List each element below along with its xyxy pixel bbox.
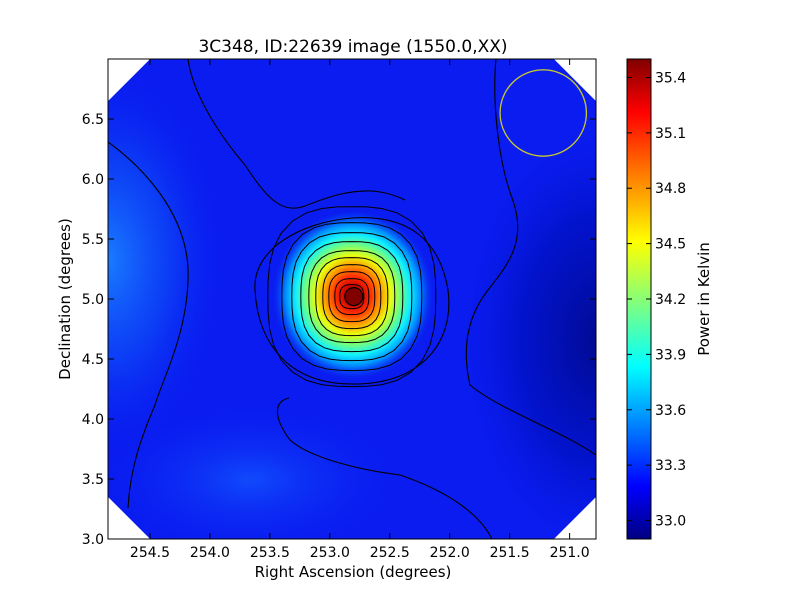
x-tick-label: 251.0 [550, 545, 590, 561]
source-contour [281, 222, 423, 372]
contour-right [465, 59, 596, 456]
source-contour [322, 264, 382, 330]
source-peak-marker [344, 287, 364, 307]
corner-mask [108, 59, 150, 101]
y-tick-label: 6.5 [82, 112, 104, 128]
colorbar-tick-label: 33.3 [655, 458, 686, 474]
beam-circle [499, 69, 588, 157]
colorbar-tick-label: 34.2 [655, 292, 686, 308]
source-contour [328, 271, 376, 323]
x-axis: 254.5 254.0 253.5 253.0 252.5 252.0 251.5 251.0 [130, 59, 590, 561]
y-tick-label: 5.5 [82, 232, 104, 248]
source-contour [300, 241, 404, 353]
y-axis-label: Declination (degrees) [56, 218, 74, 380]
x-axis-label: Right Ascension (degrees) [255, 563, 452, 581]
corner-mask [554, 497, 596, 539]
image-field [108, 59, 596, 539]
x-tick-label: 251.5 [490, 545, 530, 561]
x-tick-label: 252.0 [430, 545, 470, 561]
x-tick-label: 254.5 [130, 545, 170, 561]
contour-upper [187, 59, 406, 209]
colorbar-ticks: 33.0 33.3 33.6 33.9 34.2 34.5 34.8 35.1 35.4 [627, 70, 686, 530]
x-tick-label: 253.5 [250, 545, 290, 561]
colorbar-tick-label: 33.0 [655, 514, 686, 530]
contour-source-outer [254, 217, 450, 385]
inner-contours [267, 206, 437, 388]
corner-mask [108, 497, 150, 539]
y-axis: 3.0 3.5 4.0 4.5 5.0 5.5 6.0 6.5 [82, 112, 596, 548]
y-tick-label: 5.0 [82, 292, 104, 308]
source-contour [291, 232, 413, 362]
y-tick-label: 4.5 [82, 352, 104, 368]
colorbar-label: Power in Kelvin [695, 242, 713, 356]
colorbar-tick-label: 35.4 [655, 70, 686, 86]
colorbar-tick-label: 33.9 [655, 347, 686, 363]
colorbar: 33.0 33.3 33.6 33.9 34.2 34.5 34.8 35.1 35.4 Pow… [626, 58, 713, 540]
y-tick-label: 4.0 [82, 412, 104, 428]
x-tick-label: 254.0 [190, 545, 230, 561]
contour-lower [276, 397, 493, 539]
source-contour [308, 250, 396, 344]
colorbar-tick-label: 33.6 [655, 403, 686, 419]
source-contour [267, 206, 437, 388]
x-tick-label: 252.5 [370, 545, 410, 561]
y-tick-label: 6.0 [82, 172, 104, 188]
x-tick-label: 253.0 [310, 545, 350, 561]
plot-area [108, 59, 596, 539]
chart-title: 3C348, ID:22639 image (1550.0,XX) [198, 37, 507, 57]
source-contour [339, 284, 365, 310]
contour-left [108, 141, 189, 509]
source-contour [334, 278, 370, 316]
source-contour [315, 257, 389, 337]
colorbar-tick-label: 34.8 [655, 181, 686, 197]
contour-lines [108, 59, 596, 539]
y-tick-label: 3.5 [82, 472, 104, 488]
colorbar-tick-label: 35.1 [655, 126, 686, 142]
colorbar-tick-label: 34.5 [655, 237, 686, 253]
y-tick-label: 3.0 [82, 532, 104, 548]
corner-mask [554, 59, 596, 101]
